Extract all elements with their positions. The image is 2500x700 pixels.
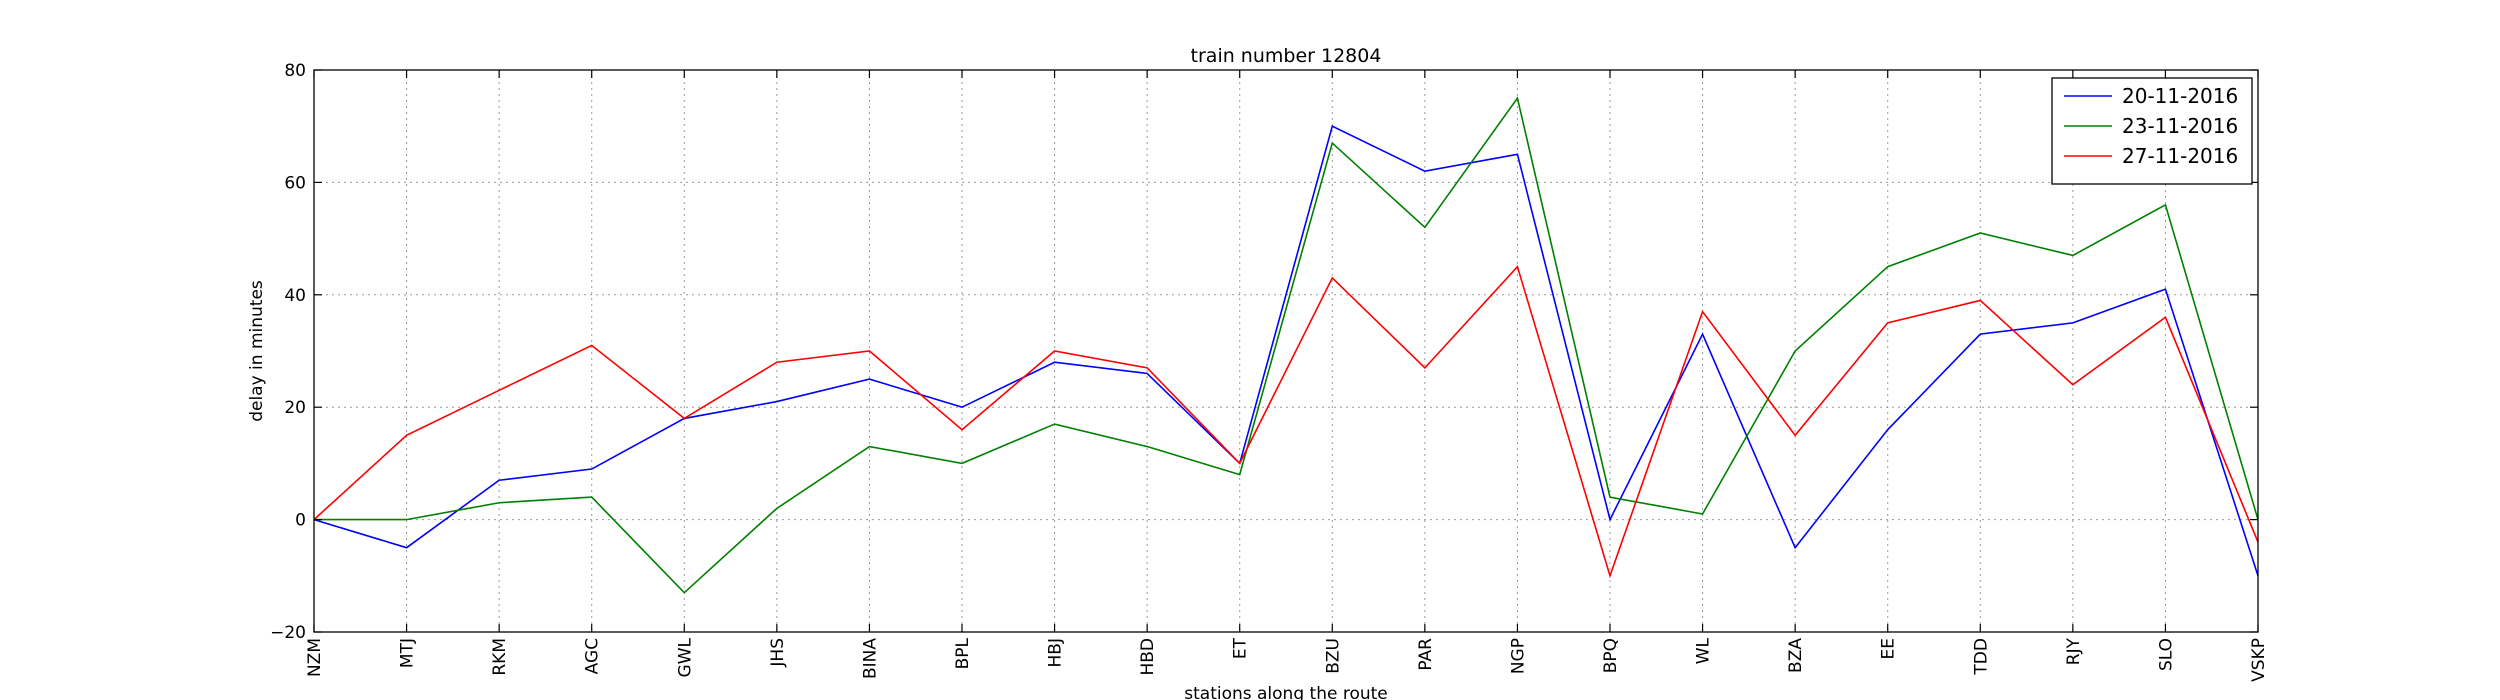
x-tick-label: BZA [1786,638,1806,673]
x-tick-label: HBJ [1046,638,1066,667]
x-tick-label: VSKP [2249,638,2269,682]
x-tick-label: RKM [490,638,510,676]
x-tick-label: HBD [1138,638,1158,676]
y-tick-labels: −20 0 20 40 60 80 [270,61,306,643]
x-tick-label: JHS [768,638,788,668]
x-tick-label: MTJ [398,638,418,668]
axis-ticks [313,69,2259,633]
chart-title: train number 12804 [1191,45,1382,67]
x-tick-label: NGP [1508,638,1528,674]
x-tick-labels: NZM MTJ RKM AGC GWL JHS BINA BPL HBJ HBD ET BZU PAR N… [305,637,2269,681]
y-tick-label: 0 [295,511,306,531]
series-line-27-11-2016 [313,265,2259,579]
legend-label: 23-11-2016 [2122,114,2238,138]
legend-label: 20-11-2016 [2122,84,2238,108]
y-tick-label: 20 [284,398,306,418]
series-lines [313,96,2259,594]
x-tick-label: BINA [860,638,880,679]
x-tick-label: BPL [953,637,973,669]
x-tick-label: PAR [1416,638,1436,671]
x-tick-label: TDD [1971,638,1991,676]
legend: 20-11-2016 23-11-2016 27-11-2016 [2051,77,2253,185]
x-tick-label: RJY [2064,637,2084,665]
series-line-20-11-2016 [313,125,2259,577]
x-tick-label: GWL [675,637,695,677]
plot-frame [313,69,2259,633]
x-tick-label: AGC [583,638,603,674]
y-tick-label: 60 [284,173,306,193]
x-tick-label: SLO [2156,638,2176,671]
x-tick-label: EE [1879,638,1899,659]
y-tick-label: −20 [270,623,306,643]
x-tick-label: BZU [1323,638,1343,674]
y-tick-label: 80 [284,61,306,81]
y-axis-label: delay in minutes [247,280,267,422]
legend-label: 27-11-2016 [2122,144,2238,168]
series-line-23-11-2016 [314,96,2259,594]
x-tick-label: WL [1694,637,1714,664]
x-tick-label: ET [1231,637,1251,659]
x-tick-label: NZM [305,638,325,677]
grid-lines [313,69,2259,633]
x-axis-label: stations along the route [1184,684,1388,700]
x-tick-label: BPQ [1601,638,1621,673]
y-tick-label: 40 [284,286,306,306]
